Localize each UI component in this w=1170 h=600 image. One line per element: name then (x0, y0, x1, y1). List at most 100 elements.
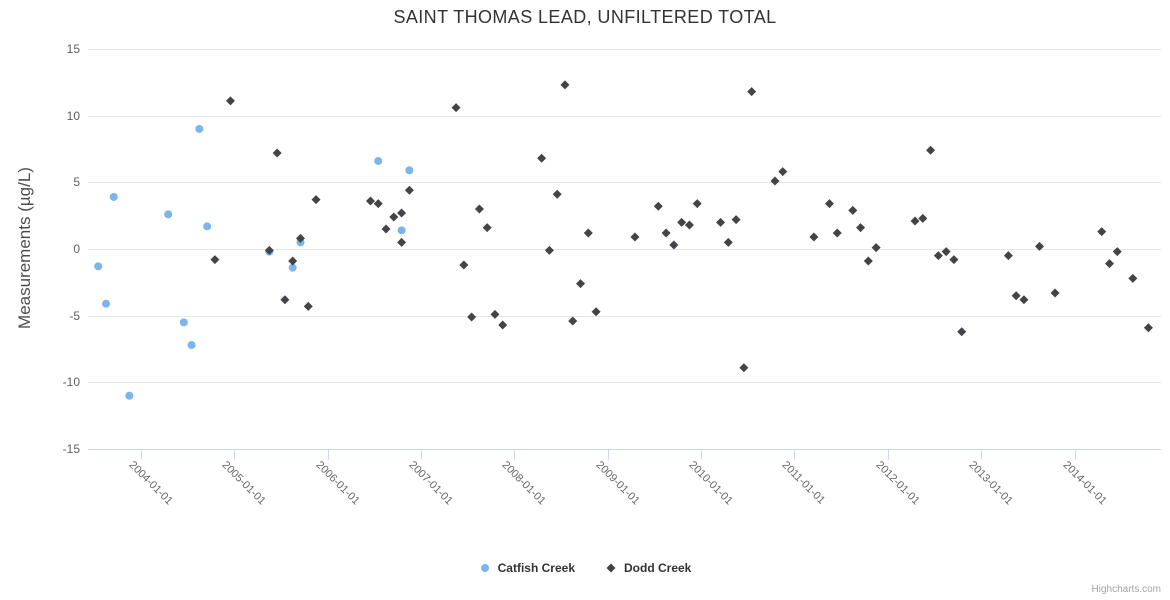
data-point-dodd-creek[interactable] (692, 199, 702, 209)
data-point-dodd-creek[interactable] (397, 208, 407, 218)
data-point-dodd-creek[interactable] (1011, 291, 1021, 301)
diamond-marker-icon (606, 563, 616, 573)
data-point-dodd-creek[interactable] (723, 237, 733, 247)
data-point-dodd-creek[interactable] (288, 256, 298, 266)
data-point-catfish-creek[interactable] (94, 262, 103, 271)
chart-title: SAINT THOMAS LEAD, UNFILTERED TOTAL (393, 7, 777, 27)
data-point-dodd-creek[interactable] (459, 260, 469, 270)
data-point-dodd-creek[interactable] (731, 215, 741, 225)
data-point-dodd-creek[interactable] (716, 217, 726, 227)
data-point-dodd-creek[interactable] (498, 320, 508, 330)
data-point-dodd-creek[interactable] (910, 216, 920, 226)
data-point-dodd-creek[interactable] (311, 195, 321, 205)
data-point-catfish-creek[interactable] (288, 263, 297, 272)
data-point-dodd-creek[interactable] (1143, 323, 1153, 333)
data-point-dodd-creek[interactable] (1112, 247, 1122, 257)
data-point-dodd-creek[interactable] (576, 279, 586, 289)
data-point-dodd-creek[interactable] (1050, 288, 1060, 298)
y-axis-tick-label: 0 (73, 242, 80, 256)
data-point-dodd-creek[interactable] (552, 189, 562, 199)
data-point-dodd-creek[interactable] (848, 205, 858, 215)
data-point-dodd-creek[interactable] (560, 80, 570, 90)
data-point-dodd-creek[interactable] (871, 243, 881, 253)
data-point-dodd-creek[interactable] (1034, 241, 1044, 251)
data-point-dodd-creek[interactable] (630, 232, 640, 242)
data-point-catfish-creek[interactable] (195, 124, 204, 133)
data-point-dodd-creek[interactable] (365, 196, 375, 206)
data-point-dodd-creek[interactable] (933, 251, 943, 261)
data-point-catfish-creek[interactable] (374, 156, 383, 165)
data-point-catfish-creek[interactable] (164, 210, 173, 219)
data-point-dodd-creek[interactable] (684, 220, 694, 230)
data-point-dodd-creek[interactable] (264, 245, 274, 255)
data-point-dodd-creek[interactable] (389, 212, 399, 222)
data-point-dodd-creek[interactable] (404, 185, 414, 195)
data-point-dodd-creek[interactable] (653, 201, 663, 211)
data-point-dodd-creek[interactable] (381, 224, 391, 234)
data-point-dodd-creek[interactable] (957, 327, 967, 337)
data-point-dodd-creek[interactable] (373, 199, 383, 209)
data-point-dodd-creek[interactable] (661, 228, 671, 238)
data-point-catfish-creek[interactable] (203, 222, 212, 231)
data-point-catfish-creek[interactable] (109, 192, 118, 201)
data-point-catfish-creek[interactable] (125, 391, 134, 400)
data-point-dodd-creek[interactable] (747, 87, 757, 97)
data-point-dodd-creek[interactable] (949, 255, 959, 265)
y-axis-tick-label: 5 (73, 175, 80, 190)
data-point-dodd-creek[interactable] (303, 301, 313, 311)
data-point-dodd-creek[interactable] (1097, 227, 1107, 237)
data-point-dodd-creek[interactable] (225, 96, 235, 106)
data-point-dodd-creek[interactable] (537, 153, 547, 163)
data-point-dodd-creek[interactable] (863, 256, 873, 266)
data-point-dodd-creek[interactable] (677, 217, 687, 227)
y-axis-tick-label: -15 (62, 442, 80, 457)
data-point-dodd-creek[interactable] (482, 223, 492, 233)
data-point-dodd-creek[interactable] (474, 204, 484, 214)
y-axis-tick-label: 15 (66, 41, 80, 56)
data-point-dodd-creek[interactable] (583, 228, 593, 238)
circle-marker-icon (480, 564, 489, 572)
y-axis-tick-label: -5 (69, 308, 80, 323)
legend-item-dodd-creek[interactable]: Dodd Creek (605, 561, 691, 575)
data-point-dodd-creek[interactable] (809, 232, 819, 242)
data-point-dodd-creek[interactable] (1019, 295, 1029, 305)
data-point-dodd-creek[interactable] (397, 237, 407, 247)
data-point-dodd-creek[interactable] (1105, 259, 1115, 269)
legend-label: Dodd Creek (624, 561, 692, 575)
data-point-dodd-creek[interactable] (568, 316, 578, 326)
data-point-dodd-creek[interactable] (1128, 273, 1138, 283)
data-point-dodd-creek[interactable] (591, 307, 601, 317)
y-axis-tick-label: 10 (66, 108, 80, 123)
data-point-dodd-creek[interactable] (272, 148, 282, 158)
data-point-dodd-creek[interactable] (1003, 251, 1013, 261)
data-point-dodd-creek[interactable] (778, 167, 788, 177)
y-axis-tick-label: -10 (62, 375, 80, 390)
data-point-dodd-creek[interactable] (280, 295, 290, 305)
legend: Catfish Creek Dodd Creek (0, 561, 1170, 575)
data-point-dodd-creek[interactable] (295, 233, 305, 243)
data-point-dodd-creek[interactable] (926, 145, 936, 155)
data-point-dodd-creek[interactable] (770, 176, 780, 186)
data-point-catfish-creek[interactable] (179, 318, 188, 327)
data-point-dodd-creek[interactable] (941, 247, 951, 257)
data-point-dodd-creek[interactable] (856, 223, 866, 233)
highcharts-credit-link[interactable]: Highcharts.com (1091, 584, 1161, 595)
data-point-dodd-creek[interactable] (451, 103, 461, 113)
data-point-dodd-creek[interactable] (918, 213, 928, 223)
data-point-catfish-creek[interactable] (187, 341, 196, 350)
data-point-catfish-creek[interactable] (405, 166, 414, 175)
data-point-catfish-creek[interactable] (101, 299, 110, 308)
data-point-dodd-creek[interactable] (490, 309, 500, 319)
data-point-dodd-creek[interactable] (739, 363, 749, 373)
legend-item-catfish-creek[interactable]: Catfish Creek (479, 561, 575, 575)
data-point-dodd-creek[interactable] (467, 312, 477, 322)
data-point-dodd-creek[interactable] (544, 245, 554, 255)
data-point-dodd-creek[interactable] (669, 240, 679, 250)
data-point-dodd-creek[interactable] (210, 255, 220, 265)
data-point-dodd-creek[interactable] (824, 199, 834, 209)
data-point-catfish-creek[interactable] (397, 226, 406, 235)
legend-label: Catfish Creek (497, 561, 575, 575)
data-point-dodd-creek[interactable] (832, 228, 842, 238)
